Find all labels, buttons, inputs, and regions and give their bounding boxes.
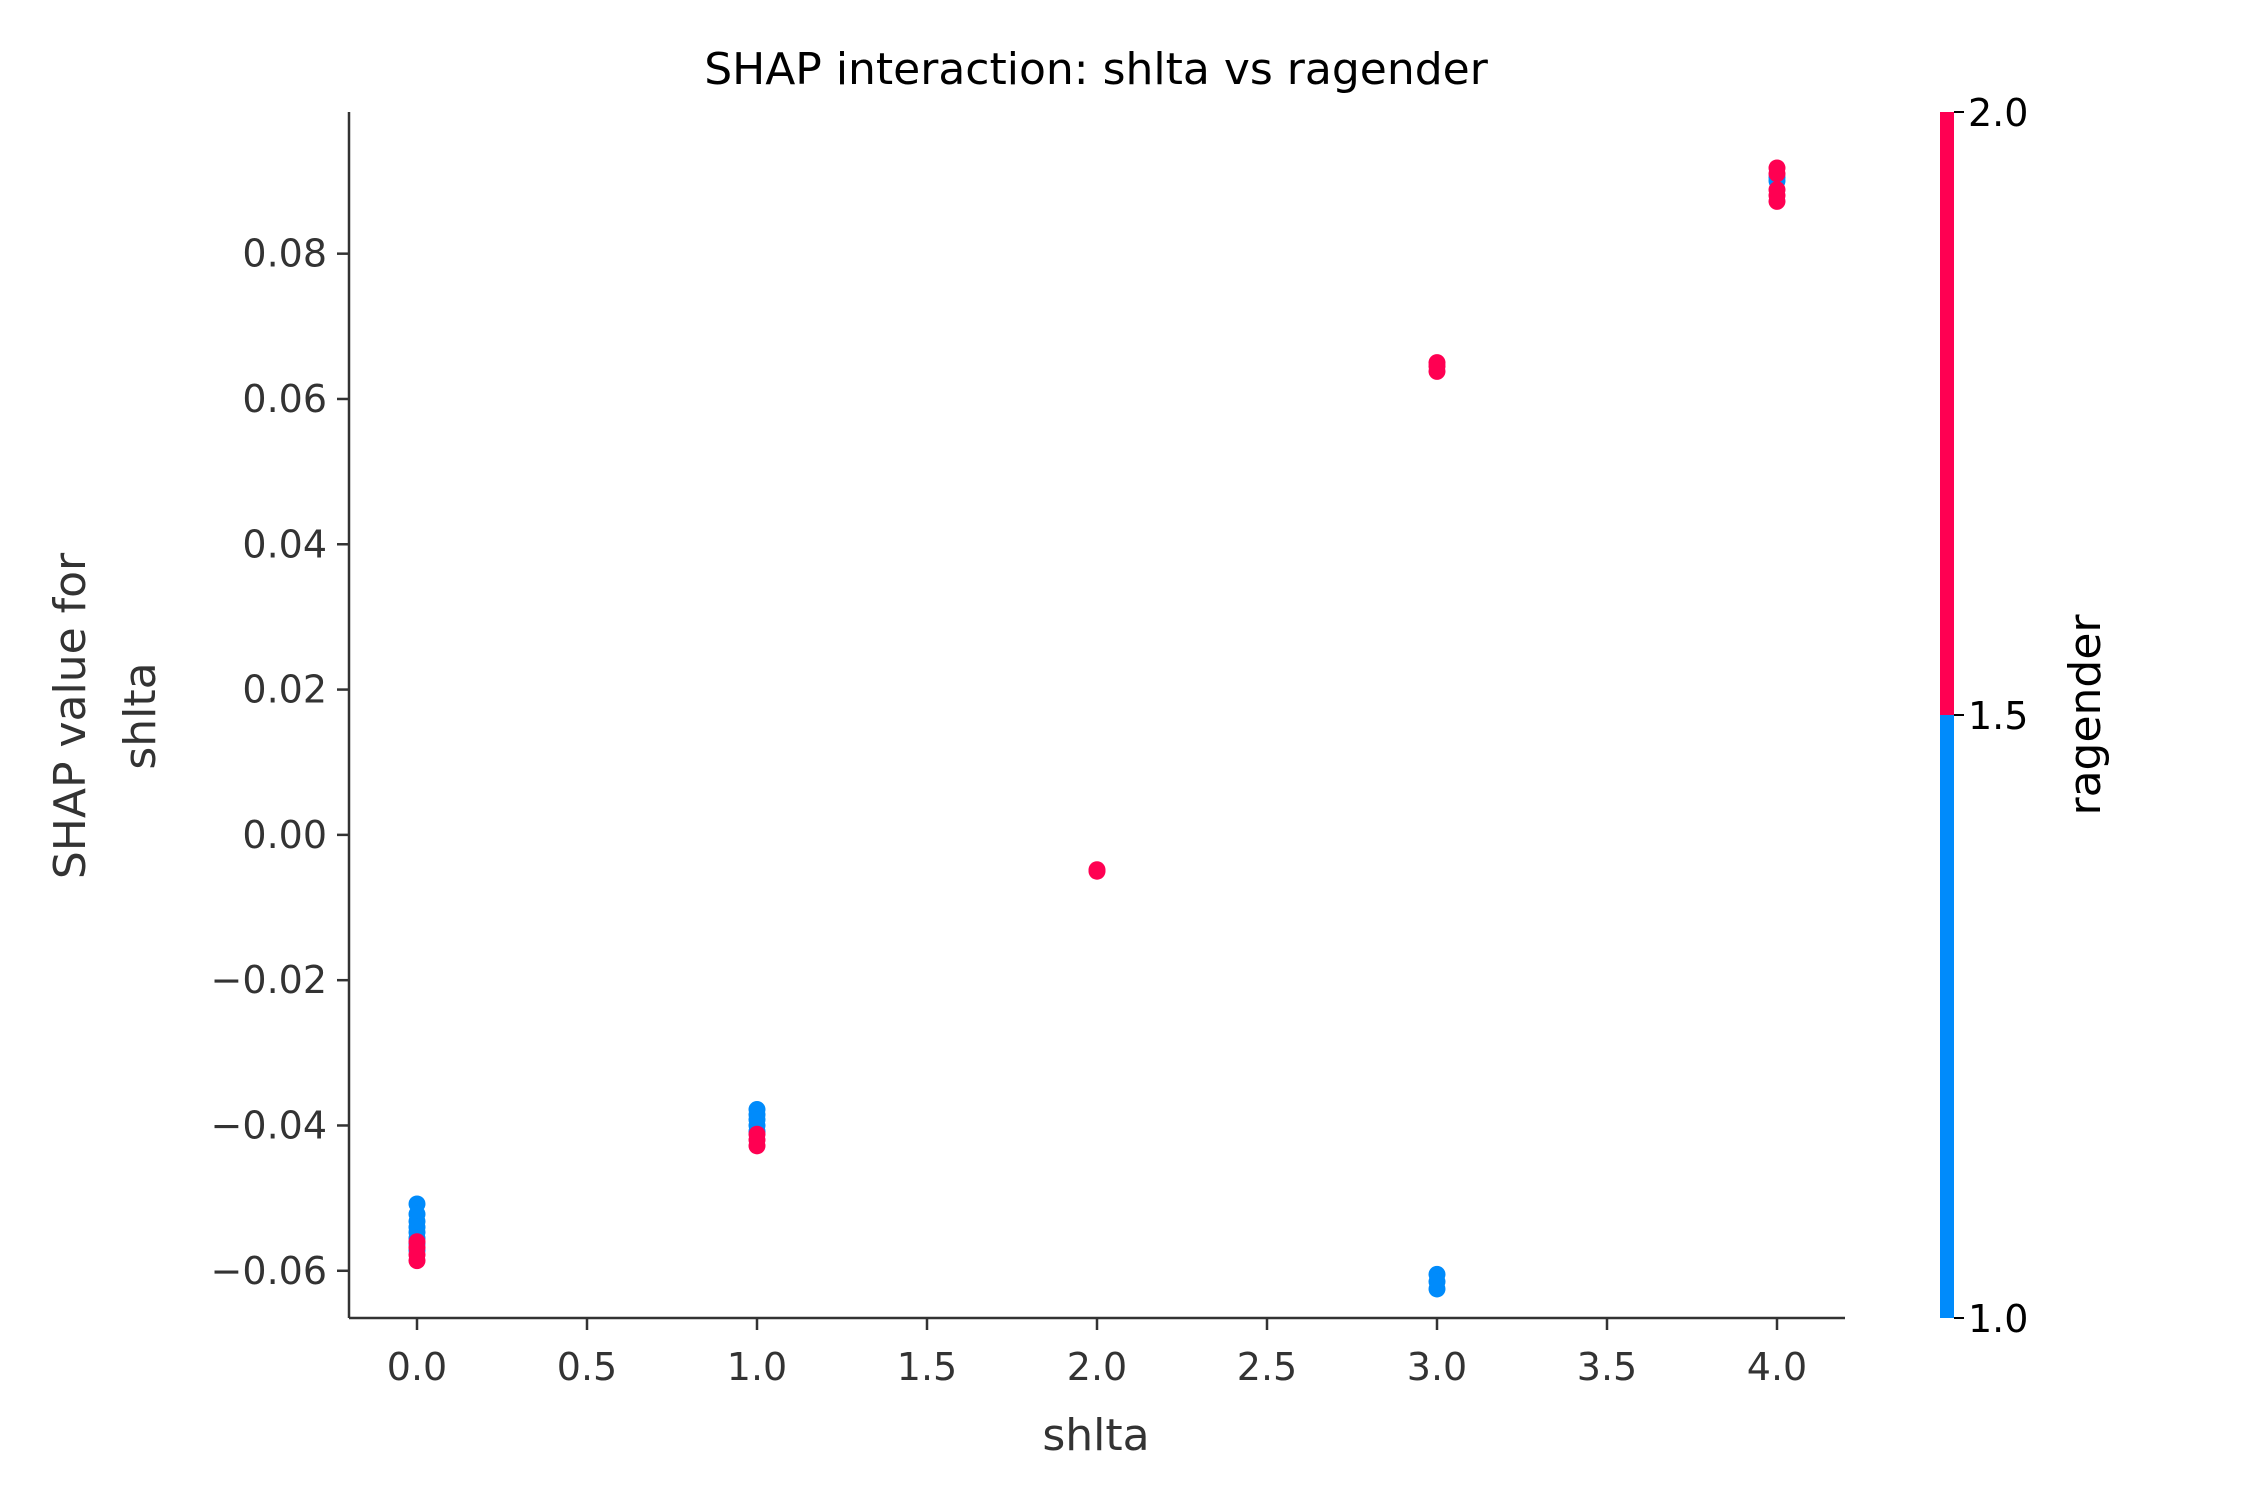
x-tick-label: 4.0 <box>1747 1345 1807 1389</box>
colorbar-ticks: 1.0 1.5 2.0 <box>1954 91 2028 1341</box>
data-point <box>1768 181 1786 199</box>
x-axis-label: shlta <box>1042 1410 1149 1461</box>
data-point <box>1088 862 1106 880</box>
y-tick-label: −0.02 <box>211 958 327 1002</box>
y-tick-label: 0.06 <box>242 377 327 421</box>
x-tick-label: 0.0 <box>387 1345 447 1389</box>
x-tick-label: 2.0 <box>1067 1345 1127 1389</box>
x-tick-label: 1.0 <box>727 1345 787 1389</box>
data-points <box>408 159 1786 1298</box>
y-tick-label: −0.04 <box>211 1103 327 1147</box>
data-point <box>408 1252 426 1270</box>
colorbar-tick-label: 2.0 <box>1968 91 2028 135</box>
data-point <box>748 1137 766 1155</box>
x-axis-ticks: 0.0 0.5 1.0 1.5 2.0 2.5 3.0 3.5 4.0 <box>387 1318 1807 1389</box>
x-tick-label: 1.5 <box>897 1345 957 1389</box>
y-tick-label: 0.00 <box>242 813 327 857</box>
y-axis-label-line-2: shlta <box>115 662 166 769</box>
x-tick-label: 3.5 <box>1577 1345 1637 1389</box>
data-point <box>1428 354 1446 372</box>
x-tick-label: 3.0 <box>1407 1345 1467 1389</box>
colorbar: 1.0 1.5 2.0 ragender <box>1940 91 2111 1341</box>
data-point <box>1428 1280 1446 1298</box>
chart-title: SHAP interaction: shlta vs ragender <box>704 44 1489 95</box>
colorbar-tick-label: 1.5 <box>1968 694 2028 738</box>
colorbar-title: ragender <box>2060 614 2111 816</box>
x-tick-label: 2.5 <box>1237 1345 1297 1389</box>
colorbar-high-segment <box>1940 112 1954 715</box>
colorbar-tick-label: 1.0 <box>1968 1297 2028 1341</box>
data-point <box>1768 159 1786 177</box>
y-axis-label: SHAP value for shlta <box>45 552 166 879</box>
y-axis-label-line-1: SHAP value for <box>45 552 96 879</box>
plot-area: 0.0 0.5 1.0 1.5 2.0 2.5 3.0 3.5 4.0 −0.06−0.04−0… <box>211 112 1845 1389</box>
x-tick-label: 0.5 <box>557 1345 617 1389</box>
y-tick-label: −0.06 <box>211 1249 327 1293</box>
y-axis-ticks: −0.06 −0.04 −0.02 0.00 0.02 0.04 0.06 0.08 <box>211 232 349 1293</box>
y-tick-label: 0.04 <box>242 522 327 566</box>
colorbar-low-segment <box>1940 715 1954 1318</box>
y-tick-label: 0.02 <box>242 668 327 712</box>
y-tick-label: 0.08 <box>242 232 327 276</box>
